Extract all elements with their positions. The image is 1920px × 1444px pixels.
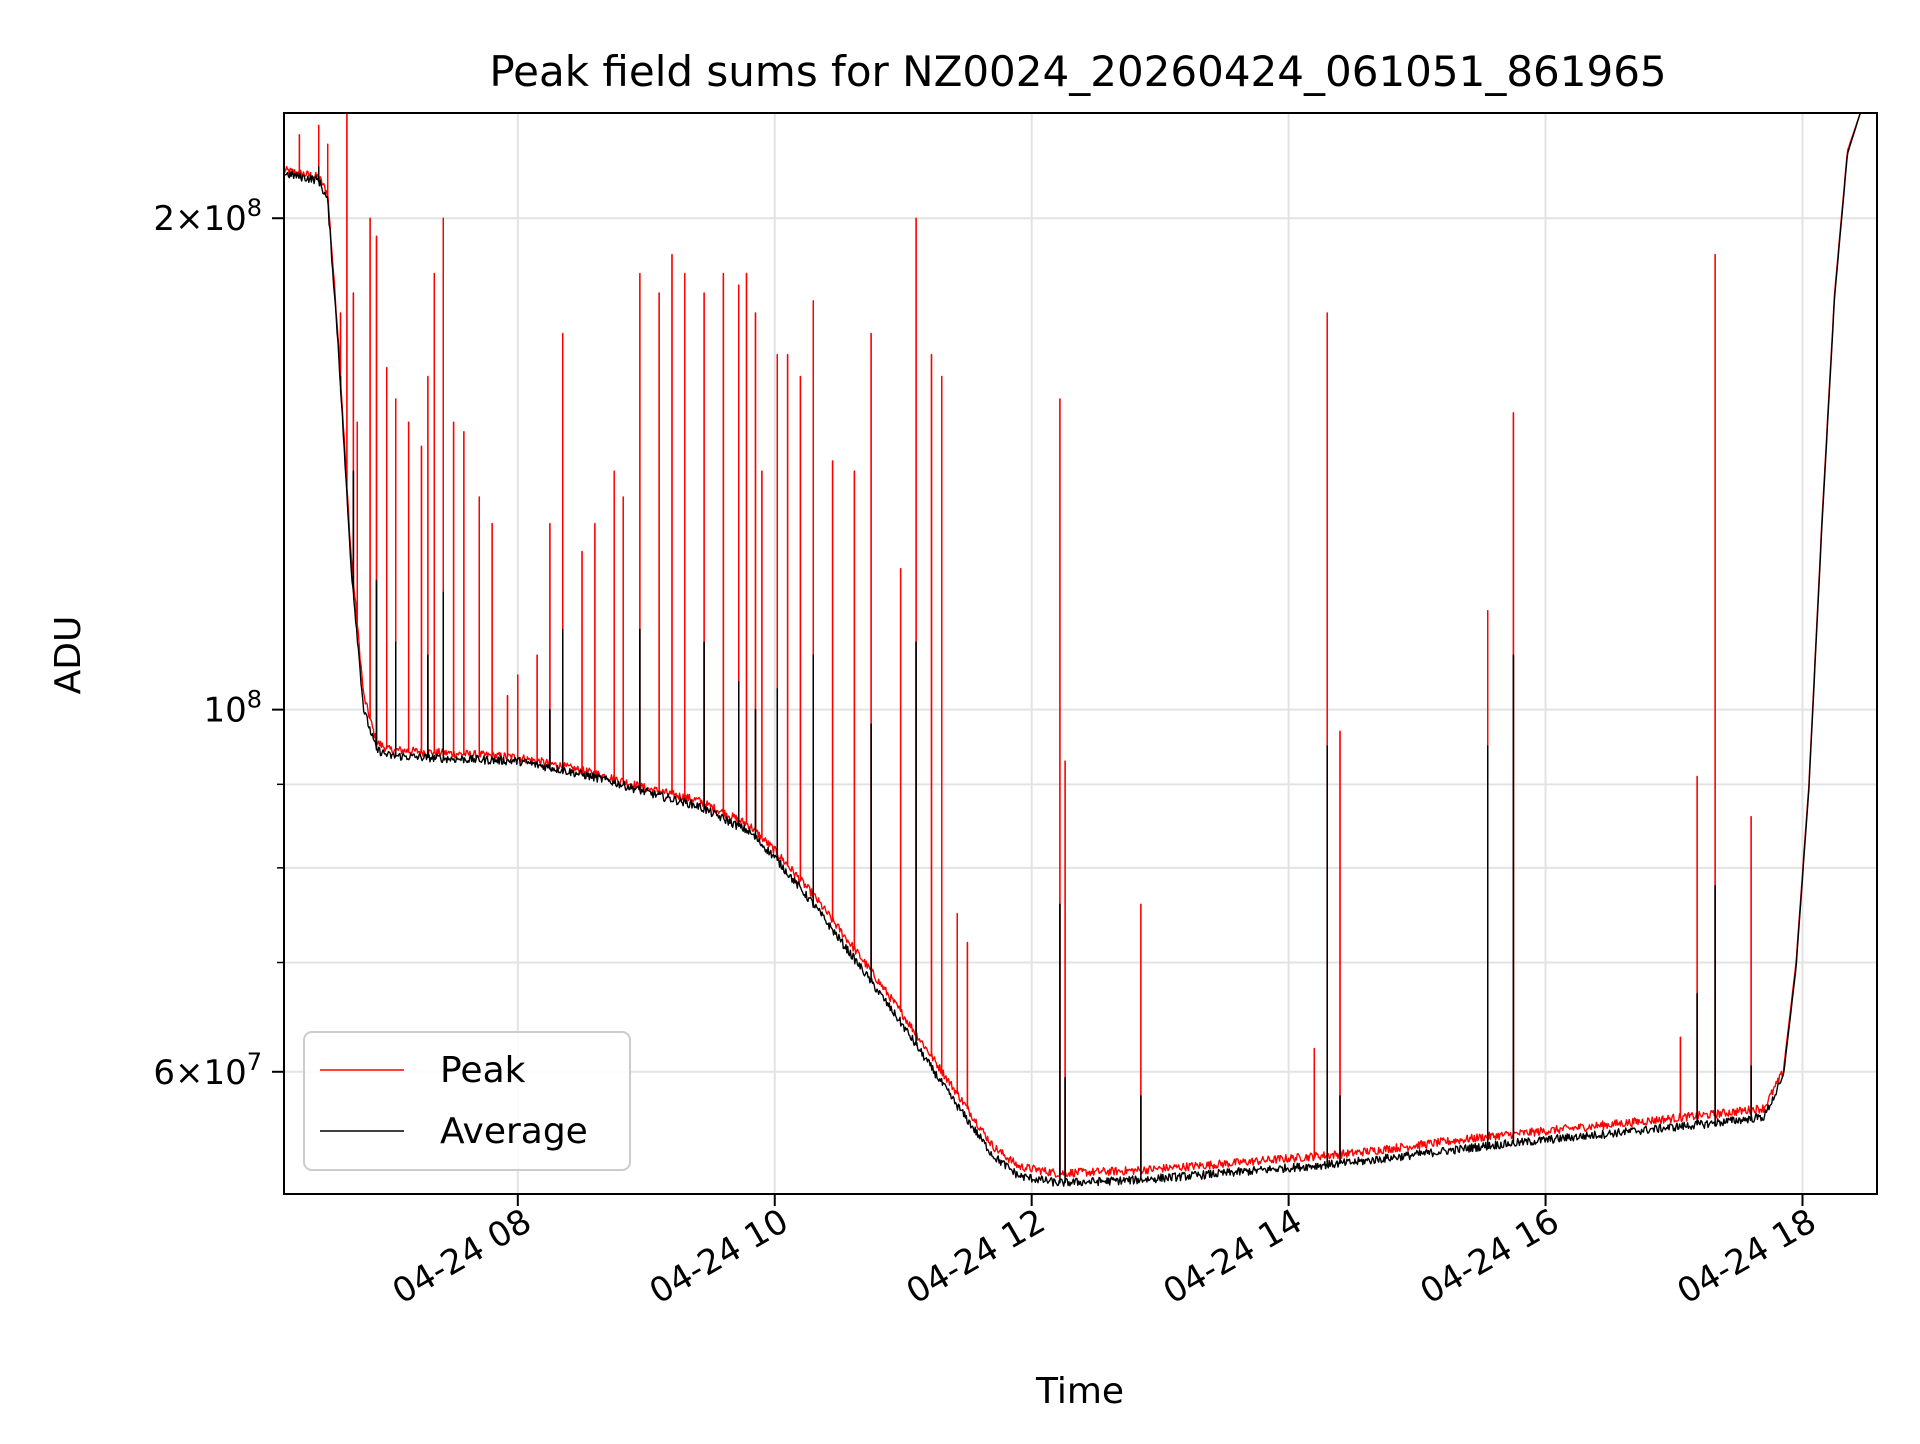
x-axis-label: Time [1035,1371,1124,1412]
y-axis-label: ADU [48,616,89,695]
legend-label-average: Average [440,1111,588,1152]
y-tick-label: 2×108 [153,194,262,239]
plot-frame [283,112,1878,1195]
legend-box [303,1031,631,1171]
plot-series [283,112,1877,1187]
legend-label-peak: Peak [440,1050,526,1091]
chart-title: Peak field sums for NZ0024_20260424_0610… [489,47,1666,96]
series-average [283,112,1877,1187]
y-tick-label: 108 [203,686,262,731]
legend: Peak Average [303,1031,631,1171]
y-tick-label: 6×107 [153,1048,262,1093]
series-line-average [283,112,1877,1187]
